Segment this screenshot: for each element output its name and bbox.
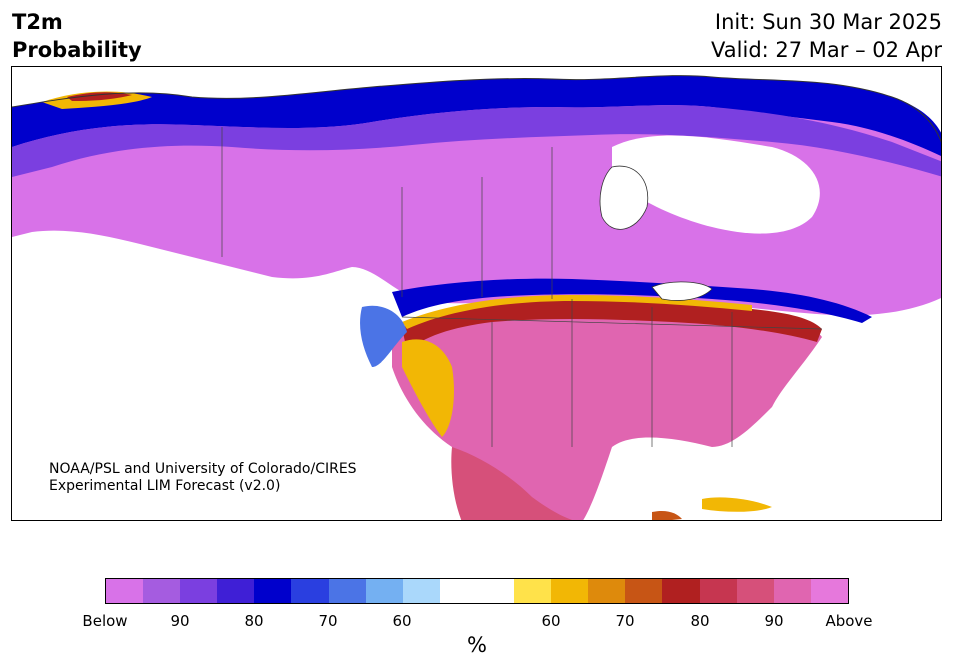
- colorbar-tick-label: 80: [690, 612, 710, 630]
- colorbar-segment: [439, 579, 477, 603]
- valid-dates: Valid: 27 Mar – 02 Apr: [711, 38, 942, 62]
- caribbean-warm: [702, 497, 772, 512]
- probability-map: [12, 75, 941, 520]
- colorbar-tick-label: 90: [170, 612, 190, 630]
- alaska-warm-core: [67, 92, 132, 101]
- colorbar-segment: [217, 579, 255, 603]
- us-warm-front-yellow: [402, 295, 752, 329]
- colorbar-segment: [143, 579, 181, 603]
- coastline: [12, 75, 941, 143]
- map-panel: [11, 66, 942, 521]
- credit-line-2: Experimental LIM Forecast (v2.0): [49, 478, 281, 494]
- colorbar-segment: [551, 579, 589, 603]
- colorbar-segment: [328, 579, 366, 603]
- mexico-warm: [451, 447, 573, 520]
- colorbar-segment: [106, 579, 144, 603]
- colorbar-tick-label: 70: [615, 612, 635, 630]
- colorbar-segment: [291, 579, 329, 603]
- arctic-cold-band: [12, 75, 941, 157]
- colorbar-segment: [254, 579, 292, 603]
- greenland: [612, 135, 820, 234]
- southwest-warm: [402, 339, 454, 437]
- title-variable: T2m: [12, 10, 63, 34]
- cuba-warm: [652, 510, 682, 520]
- colorbar-tick-label: 80: [244, 612, 264, 630]
- colorbar-segment: [773, 579, 811, 603]
- colorbar-segment: [180, 579, 218, 603]
- great-lakes: [651, 281, 713, 301]
- colorbar: [105, 578, 849, 604]
- forecast-dates: Init: Sun 30 Mar 2025 Valid: 27 Mar – 02…: [711, 8, 942, 64]
- credit-text: NOAA/PSL and University of Colorado/CIRE…: [49, 461, 357, 495]
- colorbar-segment: [699, 579, 737, 603]
- arctic-mid-band: [12, 105, 941, 177]
- title-product: Probability: [12, 38, 142, 62]
- colorbar-tick-label: Above: [825, 612, 873, 630]
- colorbar-segment: [662, 579, 700, 603]
- colorbar-segment: [736, 579, 774, 603]
- colorbar-segment: [514, 579, 552, 603]
- colorbar-segment: [402, 579, 440, 603]
- map-title: T2m Probability: [12, 8, 142, 64]
- colorbar-segment: [476, 579, 515, 603]
- colorbar-tick-label: 60: [392, 612, 412, 630]
- colorbar-segment: [625, 579, 663, 603]
- colorbar-tick-label: 60: [541, 612, 561, 630]
- us-warm-region: [392, 304, 822, 520]
- colorbar-tick-label: 90: [764, 612, 784, 630]
- border-cold-band: [392, 278, 872, 323]
- us-warm-front: [402, 299, 822, 352]
- colorbar-segment: [365, 579, 403, 603]
- colorbar-tick-label: 70: [318, 612, 338, 630]
- init-date: Init: Sun 30 Mar 2025: [714, 10, 942, 34]
- colorbar-tick-label: Below: [82, 612, 128, 630]
- west-coast-cold: [360, 305, 407, 367]
- state-borders: [221, 127, 823, 447]
- colorbar-segment: [810, 579, 848, 603]
- colorbar-unit: %: [467, 633, 487, 657]
- colorbar-segment: [588, 579, 626, 603]
- credit-line-1: NOAA/PSL and University of Colorado/CIRE…: [49, 461, 357, 477]
- hudson-bay: [599, 165, 649, 230]
